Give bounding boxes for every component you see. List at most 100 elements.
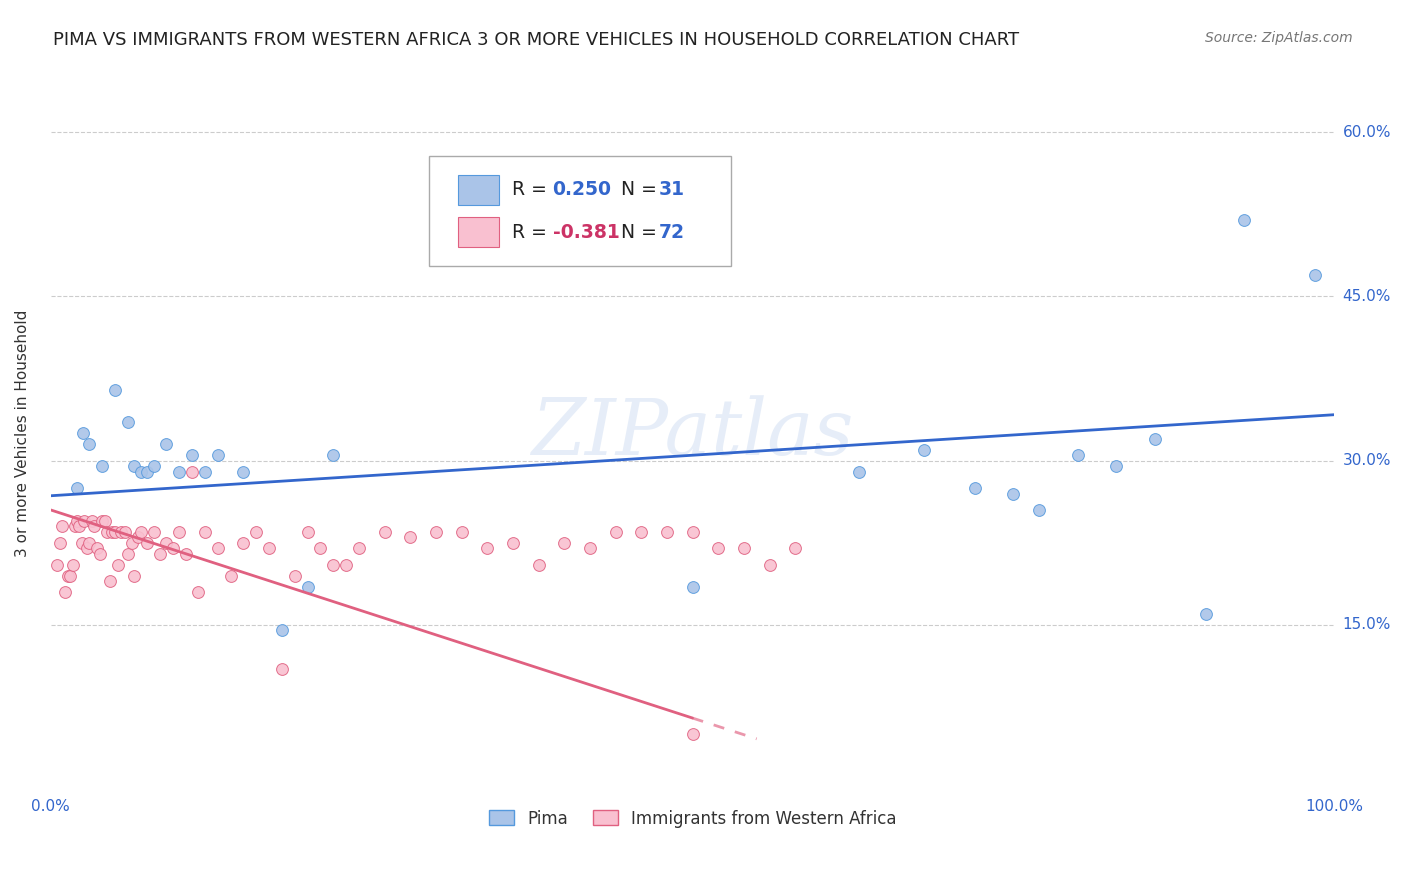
Point bbox=[682, 580, 704, 594]
Point bbox=[245, 524, 267, 539]
Point bbox=[257, 541, 280, 556]
Point bbox=[219, 568, 242, 582]
Point bbox=[56, 568, 79, 582]
Point bbox=[89, 547, 111, 561]
Point bbox=[1066, 448, 1088, 462]
Point bbox=[347, 541, 370, 556]
Point bbox=[707, 541, 730, 556]
Point bbox=[579, 541, 602, 556]
Point bbox=[129, 465, 152, 479]
Point bbox=[655, 524, 678, 539]
Text: 60.0%: 60.0% bbox=[1343, 125, 1391, 140]
Text: R =: R = bbox=[512, 222, 553, 242]
Point bbox=[51, 519, 73, 533]
Point bbox=[232, 536, 254, 550]
Point bbox=[76, 541, 98, 556]
Point bbox=[630, 524, 652, 539]
Point bbox=[129, 524, 152, 539]
Point bbox=[187, 585, 209, 599]
Text: N =: N = bbox=[620, 180, 662, 199]
Point bbox=[72, 426, 94, 441]
Text: 72: 72 bbox=[659, 222, 685, 242]
Text: N =: N = bbox=[620, 222, 662, 242]
Point bbox=[86, 541, 108, 556]
Point bbox=[475, 541, 498, 556]
Point bbox=[53, 585, 76, 599]
Point bbox=[83, 519, 105, 533]
Point bbox=[155, 437, 177, 451]
Point bbox=[297, 524, 319, 539]
Point bbox=[174, 547, 197, 561]
Point bbox=[65, 481, 87, 495]
Point bbox=[963, 481, 986, 495]
Point bbox=[167, 524, 190, 539]
Point bbox=[450, 524, 472, 539]
Point bbox=[297, 580, 319, 594]
Point bbox=[335, 558, 357, 572]
Point bbox=[605, 524, 627, 539]
Point bbox=[142, 459, 165, 474]
Point bbox=[181, 465, 204, 479]
Point bbox=[785, 541, 807, 556]
Point bbox=[1195, 607, 1218, 621]
Text: PIMA VS IMMIGRANTS FROM WESTERN AFRICA 3 OR MORE VEHICLES IN HOUSEHOLD CORRELATI: PIMA VS IMMIGRANTS FROM WESTERN AFRICA 3… bbox=[53, 31, 1019, 49]
Point bbox=[91, 459, 114, 474]
Point bbox=[101, 524, 124, 539]
Point bbox=[127, 530, 149, 544]
Point bbox=[270, 662, 292, 676]
Point bbox=[142, 524, 165, 539]
Point bbox=[167, 465, 190, 479]
Point bbox=[114, 524, 136, 539]
Point bbox=[73, 514, 96, 528]
Point bbox=[309, 541, 332, 556]
Text: 0.250: 0.250 bbox=[553, 180, 612, 199]
Point bbox=[98, 574, 121, 589]
Point bbox=[1105, 459, 1128, 474]
Point bbox=[553, 536, 575, 550]
Y-axis label: 3 or more Vehicles in Household: 3 or more Vehicles in Household bbox=[15, 310, 30, 557]
Point bbox=[1303, 268, 1326, 282]
Point bbox=[122, 568, 145, 582]
Point bbox=[399, 530, 422, 544]
Text: 15.0%: 15.0% bbox=[1343, 617, 1391, 632]
Point bbox=[912, 442, 935, 457]
Text: 45.0%: 45.0% bbox=[1343, 289, 1391, 304]
Point bbox=[63, 519, 86, 533]
Point bbox=[207, 541, 229, 556]
Point bbox=[117, 547, 139, 561]
Point bbox=[682, 727, 704, 741]
Point bbox=[59, 568, 82, 582]
Legend: Pima, Immigrants from Western Africa: Pima, Immigrants from Western Africa bbox=[482, 803, 903, 834]
Point bbox=[373, 524, 395, 539]
Point bbox=[322, 448, 344, 462]
Point bbox=[107, 558, 129, 572]
Point bbox=[1002, 486, 1025, 500]
Point bbox=[121, 536, 143, 550]
Point bbox=[79, 536, 101, 550]
Point bbox=[502, 536, 524, 550]
Point bbox=[1143, 432, 1166, 446]
Point bbox=[848, 465, 870, 479]
Point bbox=[733, 541, 755, 556]
Text: 31: 31 bbox=[659, 180, 685, 199]
Point bbox=[70, 536, 93, 550]
Point bbox=[284, 568, 307, 582]
Point bbox=[80, 514, 103, 528]
Point bbox=[149, 547, 172, 561]
Text: R =: R = bbox=[512, 180, 553, 199]
Point bbox=[322, 558, 344, 572]
Point bbox=[62, 558, 84, 572]
Point bbox=[682, 524, 704, 539]
Bar bbox=[457, 175, 499, 204]
Text: 30.0%: 30.0% bbox=[1343, 453, 1391, 468]
Point bbox=[104, 383, 127, 397]
Point bbox=[136, 536, 159, 550]
Point bbox=[155, 536, 177, 550]
Point bbox=[93, 514, 115, 528]
Point bbox=[1233, 212, 1256, 227]
Point bbox=[46, 558, 69, 572]
Text: Source: ZipAtlas.com: Source: ZipAtlas.com bbox=[1205, 31, 1353, 45]
Point bbox=[67, 519, 90, 533]
Point bbox=[110, 524, 132, 539]
Point bbox=[104, 524, 127, 539]
